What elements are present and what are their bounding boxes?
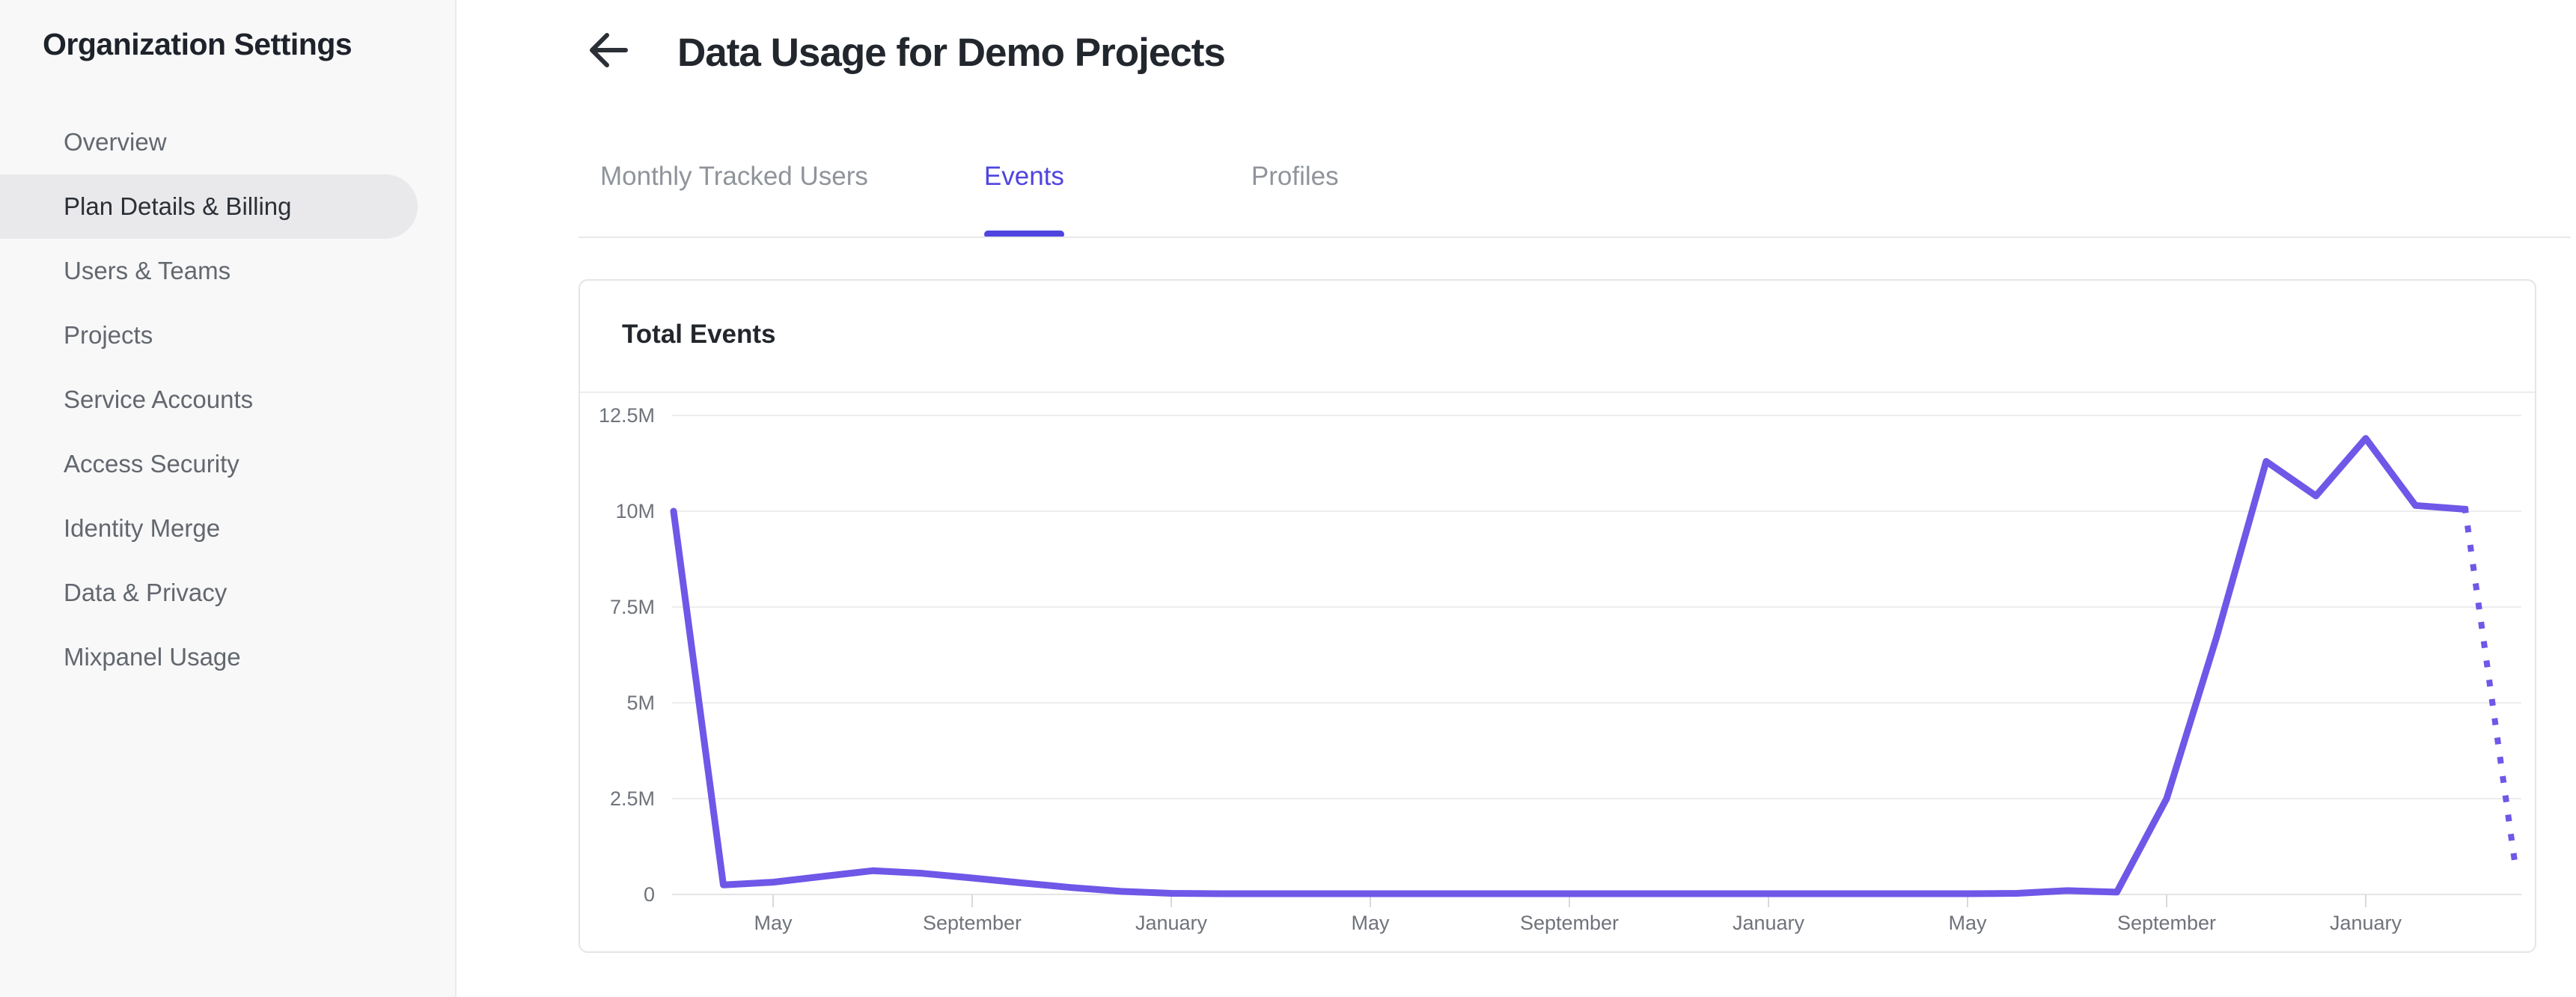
events-line-projected xyxy=(2461,505,2519,868)
sidebar-item-overview[interactable]: Overview xyxy=(64,128,167,156)
back-arrow-icon xyxy=(590,33,628,67)
sidebar-item-service-accounts[interactable]: Service Accounts xyxy=(64,385,254,413)
x-tick-label: September xyxy=(2117,912,2216,934)
back-button[interactable] xyxy=(585,27,632,73)
x-tick-label: May xyxy=(1351,912,1390,934)
sidebar-item-identity-merge[interactable]: Identity Merge xyxy=(64,514,221,542)
y-tick-label: 12.5M xyxy=(599,404,655,427)
x-tick-label: May xyxy=(1948,912,1987,934)
active-tab-indicator xyxy=(983,231,1064,238)
card-header-divider xyxy=(580,391,2535,393)
main-content: Data Usage for Demo Projects Monthly Tra… xyxy=(457,0,2576,997)
sidebar-title: Organization Settings xyxy=(43,27,352,61)
tabs: Monthly Tracked Users Events Profiles xyxy=(600,162,1339,238)
events-line xyxy=(670,435,2469,897)
sidebar-item-mixpanel-usage[interactable]: Mixpanel Usage xyxy=(64,643,241,671)
sidebar: Organization Settings Overview Plan Detai… xyxy=(0,0,457,997)
y-tick-label: 5M xyxy=(626,692,655,714)
tabs-divider xyxy=(579,237,2571,238)
page-title: Data Usage for Demo Projects xyxy=(677,31,1226,75)
usage-card: Total Events 12.5M 10M 7.5M 5M 2.5M 0 May Septe… xyxy=(579,279,2536,953)
x-tick-label: January xyxy=(2330,912,2402,934)
card-title: Total Events xyxy=(622,320,776,349)
x-tick-label: January xyxy=(1135,912,1208,934)
x-tick-label: January xyxy=(1733,912,1805,934)
sidebar-item-access-security[interactable]: Access Security xyxy=(64,450,239,478)
y-tick-label: 10M xyxy=(615,500,655,522)
tab-events[interactable]: Events xyxy=(983,162,1064,238)
tab-profiles[interactable]: Profiles xyxy=(1251,162,1339,195)
tab-monthly-tracked-users[interactable]: Monthly Tracked Users xyxy=(600,162,868,195)
x-tick-label: September xyxy=(923,912,1022,934)
sidebar-item-plan-details-billing[interactable]: Plan Details & Billing xyxy=(0,174,418,239)
x-tick-label: May xyxy=(754,912,793,934)
y-tick-label: 2.5M xyxy=(610,787,655,810)
tab-label: Monthly Tracked Users xyxy=(600,162,868,191)
sidebar-item-users-teams[interactable]: Users & Teams xyxy=(64,257,231,284)
y-tick-label: 7.5M xyxy=(610,596,655,618)
sidebar-item-data-privacy[interactable]: Data & Privacy xyxy=(64,579,228,606)
y-tick-label: 0 xyxy=(644,883,655,906)
sidebar-item-projects[interactable]: Projects xyxy=(64,321,153,349)
sidebar-nav: Overview Plan Details & Billing Users & Te… xyxy=(0,110,455,689)
total-events-chart: 12.5M 10M 7.5M 5M 2.5M 0 May September January Ma… xyxy=(599,404,2521,934)
x-tick-label: September xyxy=(1520,912,1619,934)
tab-label: Events xyxy=(983,162,1064,191)
tab-label: Profiles xyxy=(1251,162,1339,191)
